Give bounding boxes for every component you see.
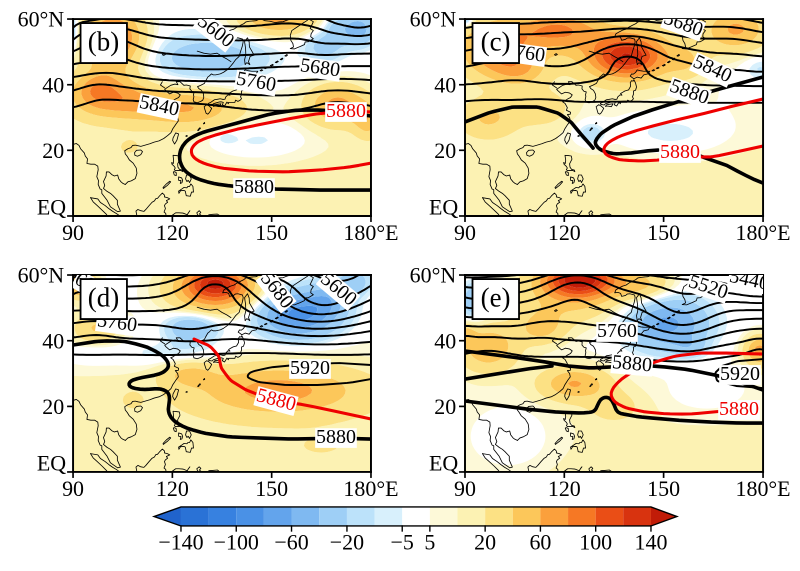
svg-text:40: 40 bbox=[42, 72, 64, 97]
svg-text:120: 120 bbox=[548, 220, 581, 245]
svg-text:(c): (c) bbox=[481, 27, 511, 57]
svg-text:20: 20 bbox=[42, 394, 64, 419]
svg-text:140: 140 bbox=[635, 529, 668, 554]
svg-text:−20: −20 bbox=[330, 529, 364, 554]
svg-text:−5: −5 bbox=[391, 529, 414, 554]
svg-text:60°N: 60°N bbox=[410, 7, 457, 32]
svg-text:180°E: 180°E bbox=[343, 220, 398, 245]
svg-text:−60: −60 bbox=[274, 529, 308, 554]
svg-text:60°N: 60°N bbox=[18, 7, 65, 32]
svg-text:90: 90 bbox=[62, 476, 84, 501]
svg-text:180°E: 180°E bbox=[736, 220, 791, 245]
svg-text:150: 150 bbox=[255, 476, 288, 501]
svg-text:150: 150 bbox=[647, 220, 680, 245]
svg-text:40: 40 bbox=[434, 328, 456, 353]
svg-text:5: 5 bbox=[424, 529, 435, 554]
svg-text:5920: 5920 bbox=[720, 363, 760, 385]
svg-text:(d): (d) bbox=[88, 283, 119, 313]
svg-text:EQ: EQ bbox=[429, 450, 458, 475]
svg-text:120: 120 bbox=[156, 220, 189, 245]
svg-text:−100: −100 bbox=[214, 529, 259, 554]
svg-text:40: 40 bbox=[434, 72, 456, 97]
svg-text:(b): (b) bbox=[88, 27, 119, 57]
svg-text:60: 60 bbox=[529, 529, 551, 554]
svg-text:90: 90 bbox=[62, 220, 84, 245]
svg-text:120: 120 bbox=[548, 476, 581, 501]
svg-text:60°N: 60°N bbox=[410, 263, 457, 288]
svg-text:20: 20 bbox=[434, 394, 456, 419]
svg-text:5680: 5680 bbox=[299, 54, 342, 81]
svg-text:5880: 5880 bbox=[660, 141, 700, 163]
svg-text:60°N: 60°N bbox=[18, 263, 65, 288]
svg-text:EQ: EQ bbox=[429, 194, 458, 219]
svg-text:5880: 5880 bbox=[326, 100, 366, 122]
svg-text:5760: 5760 bbox=[597, 320, 637, 342]
svg-text:120: 120 bbox=[156, 476, 189, 501]
svg-text:5880: 5880 bbox=[719, 398, 759, 420]
svg-text:−140: −140 bbox=[158, 529, 203, 554]
svg-text:EQ: EQ bbox=[37, 194, 66, 219]
svg-text:20: 20 bbox=[42, 138, 64, 163]
svg-text:180°E: 180°E bbox=[343, 476, 398, 501]
svg-text:EQ: EQ bbox=[37, 450, 66, 475]
svg-text:5920: 5920 bbox=[290, 357, 330, 379]
svg-text:40: 40 bbox=[42, 328, 64, 353]
svg-text:(e): (e) bbox=[481, 283, 511, 313]
svg-text:5880: 5880 bbox=[611, 351, 653, 376]
svg-text:20: 20 bbox=[474, 529, 496, 554]
svg-text:5880: 5880 bbox=[234, 176, 274, 198]
svg-text:150: 150 bbox=[647, 476, 680, 501]
svg-text:90: 90 bbox=[454, 220, 476, 245]
svg-text:150: 150 bbox=[255, 220, 288, 245]
svg-text:100: 100 bbox=[579, 529, 612, 554]
svg-text:180°E: 180°E bbox=[736, 476, 791, 501]
svg-text:20: 20 bbox=[434, 138, 456, 163]
svg-text:5880: 5880 bbox=[316, 426, 356, 448]
svg-text:90: 90 bbox=[454, 476, 476, 501]
